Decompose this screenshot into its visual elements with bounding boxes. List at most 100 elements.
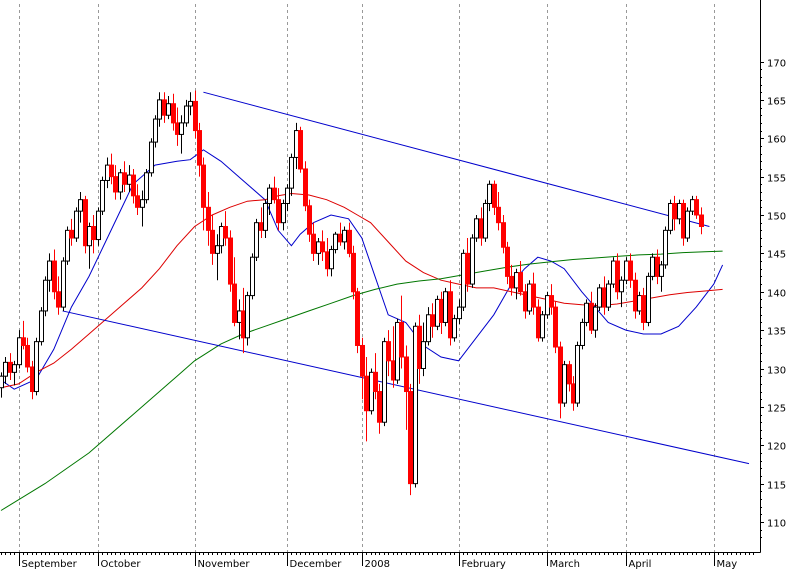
candle-body-up: [452, 318, 457, 339]
candle-body-down: [338, 233, 343, 243]
y-tick-label: 115: [767, 481, 786, 492]
candle-body-down: [633, 279, 638, 312]
candle-body-up: [127, 174, 132, 185]
candle-body-up: [474, 218, 479, 239]
candle-body-down: [272, 187, 277, 201]
candle-body-down: [399, 321, 404, 358]
candles: [0, 90, 704, 496]
candle-body-up: [668, 202, 673, 231]
candle-body-down: [135, 195, 140, 208]
candle-body-up: [659, 264, 664, 277]
candle-body-up: [395, 321, 400, 381]
candle-body-up: [179, 122, 184, 135]
candle-body-up: [263, 202, 268, 231]
x-tick-label: February: [462, 559, 506, 569]
y-tick-label: 110: [767, 519, 786, 530]
candle-body-up: [61, 260, 66, 308]
candle-body-down: [694, 199, 699, 216]
candle-body-up: [219, 226, 224, 247]
candle-body-down: [699, 214, 704, 228]
moving-average-line: [0, 250, 723, 511]
candle-body-up: [166, 103, 171, 116]
x-tick-label: April: [629, 559, 652, 569]
candle-body-down: [364, 375, 369, 412]
candle-body-up: [118, 172, 123, 193]
candle-body-down: [501, 222, 506, 248]
candle-body-up: [597, 287, 602, 308]
x-tick-label: March: [550, 559, 580, 569]
candle-body-up: [17, 337, 22, 366]
candle-body-up: [39, 310, 44, 343]
candle-body-up: [329, 249, 334, 270]
candle-body-up: [184, 105, 189, 124]
candle-body-down: [567, 364, 572, 385]
candle-body-down: [162, 99, 167, 116]
candle-body-down: [553, 306, 558, 348]
y-tick-label: 150: [767, 212, 786, 223]
candle-body-up: [575, 344, 580, 404]
candle-body-up: [333, 233, 338, 251]
candle-body-down: [259, 222, 264, 231]
candle-body-up: [637, 295, 642, 312]
candle-body-up: [294, 130, 299, 158]
candle-body-down: [307, 205, 312, 235]
candle-body-down: [558, 346, 563, 404]
candle-body-up: [237, 310, 242, 323]
candle-body-down: [25, 344, 30, 368]
candle-body-down: [355, 291, 360, 346]
axes: 110 115 120 125 130 135 140 145 150 155 160 165 170 S…: [0, 0, 786, 570]
candle-body-down: [201, 164, 206, 208]
candle-body-down: [298, 130, 303, 170]
candle-body-down: [373, 371, 378, 393]
candle-body-up: [342, 229, 347, 243]
candle-body-down: [122, 172, 127, 185]
candle-body-up: [527, 283, 532, 312]
candle-body-up: [685, 210, 690, 239]
candle-body-up: [461, 252, 466, 308]
candle-body-up: [540, 314, 545, 339]
candle-body-up: [3, 361, 8, 377]
candle-body-down: [408, 391, 413, 485]
candle-body-down: [360, 344, 365, 377]
candle-body-down: [536, 306, 541, 339]
candle-body-up: [74, 210, 79, 239]
candle-body-down: [83, 199, 88, 247]
grid-layer: [19, 4, 715, 552]
candle-body-down: [602, 287, 607, 308]
candle-body-down: [210, 229, 215, 254]
candle-body-down: [479, 218, 484, 239]
moving-average-line: [0, 149, 724, 390]
x-tick-label: December: [290, 559, 343, 569]
candle-body-up: [215, 245, 220, 254]
y-tick-label: 140: [767, 289, 786, 300]
y-tick-label: 165: [767, 97, 786, 108]
candle-body-down: [109, 164, 114, 178]
candle-body-down: [509, 275, 514, 289]
candle-body-down: [241, 310, 246, 339]
candle-body-down: [8, 361, 13, 373]
candle-body-up: [457, 306, 462, 320]
candle-body-up: [34, 341, 39, 393]
candle-body-up: [382, 341, 387, 423]
candle-body-down: [589, 302, 594, 331]
candle-body-up: [188, 100, 193, 107]
candle-body-up: [514, 272, 519, 289]
candle-body-up: [43, 279, 48, 312]
y-tick-label: 160: [767, 135, 786, 146]
candle-body-up: [483, 202, 488, 239]
candle-body-up: [78, 199, 83, 212]
candle-body-down: [465, 252, 470, 285]
candle-body-down: [628, 260, 633, 281]
candle-body-down: [681, 202, 686, 239]
candle-body-up: [65, 229, 70, 262]
y-tick-label: 145: [767, 250, 786, 261]
candle-body-down: [523, 291, 528, 312]
candle-body-down: [492, 183, 497, 208]
candle-body-up: [593, 306, 598, 331]
candle-body-up: [580, 321, 585, 346]
candle-body-down: [386, 341, 391, 362]
candle-body-up: [281, 202, 286, 224]
candle-body-down: [404, 356, 409, 393]
candle-body-up: [646, 275, 651, 323]
